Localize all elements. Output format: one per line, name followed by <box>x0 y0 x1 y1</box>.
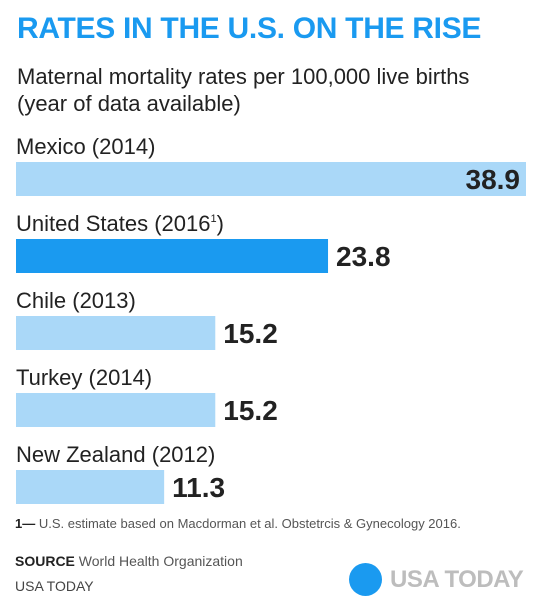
value-label: 38.9 <box>466 164 521 195</box>
value-label: 15.2 <box>223 318 278 349</box>
category-label: New Zealand (2012) <box>16 442 215 467</box>
source-text: World Health Organization <box>74 553 243 569</box>
source-label: SOURCE <box>15 553 75 569</box>
footnote-mark: 1— <box>15 516 36 531</box>
footnote-text: U.S. estimate based on Macdorman et al. … <box>35 516 461 531</box>
bar <box>16 162 526 196</box>
bar <box>16 393 216 427</box>
footnote: 1— U.S. estimate based on Macdorman et a… <box>15 515 525 532</box>
bar <box>16 239 329 273</box>
chart-subtitle: Maternal mortality rates per 100,000 liv… <box>17 64 470 116</box>
logo-text: USA TODAY <box>390 565 524 593</box>
bar-chart: Mexico (2014) 38.9 United States (20161) 23… <box>16 134 526 504</box>
category-label: Turkey (2014) <box>16 365 152 390</box>
source-line: SOURCE World Health Organization <box>15 553 243 569</box>
value-label: 15.2 <box>223 395 278 426</box>
category-label: United States (20161) <box>16 211 224 236</box>
logo-dot-icon <box>349 563 382 596</box>
credit-text: USA TODAY <box>15 578 94 594</box>
value-label: 23.8 <box>336 241 391 272</box>
value-label: 11.3 <box>172 472 225 503</box>
chart-title: RATES IN THE U.S. ON THE RISE <box>17 12 482 45</box>
bar <box>16 316 216 350</box>
usa-today-logo: USA TODAY <box>349 563 524 596</box>
category-label: Mexico (2014) <box>16 134 155 159</box>
bar <box>16 470 165 504</box>
category-label: Chile (2013) <box>16 288 136 313</box>
